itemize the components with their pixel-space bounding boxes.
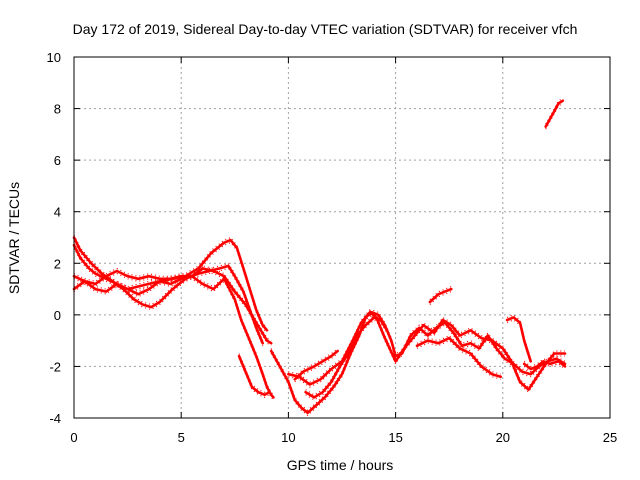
series-arc-8 bbox=[304, 316, 389, 399]
series-arc-3 bbox=[72, 267, 273, 345]
series-marker-edge bbox=[294, 348, 339, 378]
series-arc-9 bbox=[293, 349, 340, 381]
y-tick-label: 0 bbox=[54, 308, 61, 323]
series-marker-edge bbox=[73, 234, 264, 341]
series-arc-7 bbox=[287, 310, 567, 391]
chart-title: Day 172 of 2019, Sidereal Day-to-day VTE… bbox=[73, 21, 578, 37]
series-marker-edge bbox=[294, 353, 339, 383]
x-tick-label: 0 bbox=[70, 430, 77, 445]
series-marker-edge bbox=[545, 102, 564, 130]
y-tick-label: -4 bbox=[49, 411, 61, 426]
series-arc-12 bbox=[505, 316, 533, 363]
series-marker-edge bbox=[523, 358, 566, 368]
y-tick-label: 4 bbox=[54, 205, 61, 220]
series-marker-edge bbox=[305, 314, 388, 396]
series-arc-5 bbox=[237, 354, 271, 397]
grid bbox=[74, 57, 610, 418]
series-marker-edge bbox=[288, 308, 565, 389]
series-marker-edge bbox=[523, 363, 566, 373]
series-arc-2 bbox=[72, 238, 269, 332]
series-arc-10 bbox=[415, 336, 503, 379]
series-marker-edge bbox=[238, 353, 270, 393]
series-arc-4 bbox=[72, 274, 275, 399]
series-marker-edge bbox=[305, 319, 388, 401]
series-marker-edge bbox=[73, 241, 268, 334]
axis-ticks: 0 5 10 15 20 25 -4 -2 0 2 4 6 8 10 bbox=[47, 50, 618, 445]
x-tick-label: 15 bbox=[388, 430, 402, 445]
series-marker-edge bbox=[73, 278, 274, 401]
series-marker-edge bbox=[506, 314, 532, 359]
y-tick-label: 10 bbox=[47, 50, 61, 65]
series-arc-13 bbox=[522, 359, 567, 371]
series-marker-edge bbox=[506, 319, 532, 364]
y-tick-label: 8 bbox=[54, 102, 61, 117]
y-tick-label: 6 bbox=[54, 153, 61, 168]
x-tick-label: 5 bbox=[178, 430, 185, 445]
series-arc-14 bbox=[544, 99, 565, 128]
series-marker-edge bbox=[73, 236, 268, 329]
x-tick-label: 25 bbox=[603, 430, 617, 445]
y-axis-label: SDTVAR / TECUs bbox=[6, 182, 22, 294]
data-series bbox=[72, 97, 567, 417]
x-tick-label: 20 bbox=[496, 430, 510, 445]
series-arc-11 bbox=[428, 287, 453, 304]
x-axis-label: GPS time / hours bbox=[287, 457, 394, 473]
x-tick-label: 10 bbox=[281, 430, 295, 445]
plot-frame bbox=[73, 56, 611, 419]
y-tick-label: 2 bbox=[54, 256, 61, 271]
series-marker-edge bbox=[288, 313, 565, 394]
y-tick-label: -2 bbox=[49, 359, 61, 374]
series-marker-edge bbox=[545, 97, 564, 125]
